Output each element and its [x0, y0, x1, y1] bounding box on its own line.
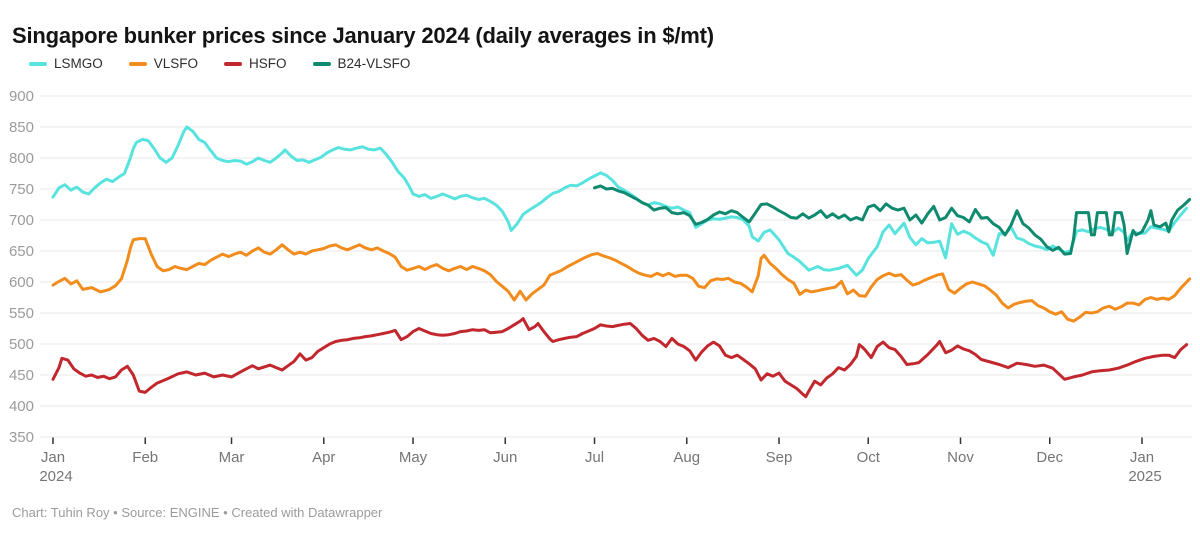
series-line-lsmgo	[51, 125, 1189, 277]
x-tick-label: Dec	[1036, 449, 1063, 466]
series-line-b24-vlsfo	[593, 184, 1192, 256]
x-tick-label: Feb	[132, 449, 158, 466]
legend-item-lsmgo: LSMGO	[29, 56, 103, 71]
x-tick-label: Jan	[41, 449, 65, 466]
y-tick-label: 850	[9, 119, 34, 136]
x-tick-year-label: 2025	[1128, 468, 1161, 485]
legend-label: VLSFO	[153, 56, 199, 71]
legend-swatch-icon	[128, 61, 147, 66]
legend-swatch-icon	[224, 61, 243, 66]
x-tick-label: Apr	[312, 449, 335, 466]
legend-item-hsfo: HSFO	[224, 56, 287, 71]
x-tick-label: Aug	[673, 449, 700, 466]
x-tick-label: May	[399, 449, 428, 466]
x-tick-label: Nov	[947, 449, 974, 466]
page-title: Singapore bunker prices since January 20…	[12, 22, 714, 48]
x-axis: Jan 2024 Feb Mar Apr May Jun Jul Aug Sep Oct Nov Dec…	[39, 437, 1162, 485]
gridlines	[40, 95, 1192, 438]
y-tick-label: 600	[9, 274, 34, 291]
y-tick-label: 800	[9, 150, 34, 167]
series-line-hsfo	[51, 317, 1189, 399]
legend-label: B24-VLSFO	[337, 56, 411, 71]
y-axis-labels: 350 400 450 500 550 600 650 700 750 800 850 900	[9, 88, 34, 446]
legend-label: HSFO	[249, 56, 287, 71]
y-tick-label: 350	[9, 429, 34, 446]
legend-swatch-icon	[29, 61, 47, 66]
chart-legend: LSMGO VLSFO HSFO B24-VLSFO	[29, 56, 410, 71]
chart-footer: Chart: Tuhin Roy • Source: ENGINE • Crea…	[12, 505, 383, 520]
y-tick-label: 400	[9, 398, 34, 415]
x-tick-label: Mar	[219, 449, 245, 466]
series-lines	[51, 125, 1192, 399]
y-tick-label: 550	[9, 305, 34, 322]
legend-item-b24-vlsfo: B24-VLSFO	[312, 56, 411, 71]
y-tick-label: 700	[9, 212, 34, 229]
x-tick-label: Jan	[1130, 449, 1154, 466]
y-tick-label: 750	[9, 181, 34, 198]
y-tick-label: 500	[9, 336, 34, 353]
y-tick-label: 900	[9, 88, 34, 105]
y-tick-label: 650	[9, 243, 34, 260]
x-tick-label: Oct	[857, 449, 881, 466]
legend-label: LSMGO	[54, 56, 103, 71]
x-tick-label: Jun	[493, 449, 517, 466]
x-tick-label: Jul	[585, 449, 604, 466]
y-tick-label: 450	[9, 367, 34, 384]
legend-swatch-icon	[312, 61, 331, 66]
x-tick-year-label: 2024	[39, 468, 72, 485]
legend-item-vlsfo: VLSFO	[128, 56, 199, 71]
series-line-vlsfo	[51, 237, 1192, 323]
x-tick-label: Sep	[766, 449, 793, 466]
